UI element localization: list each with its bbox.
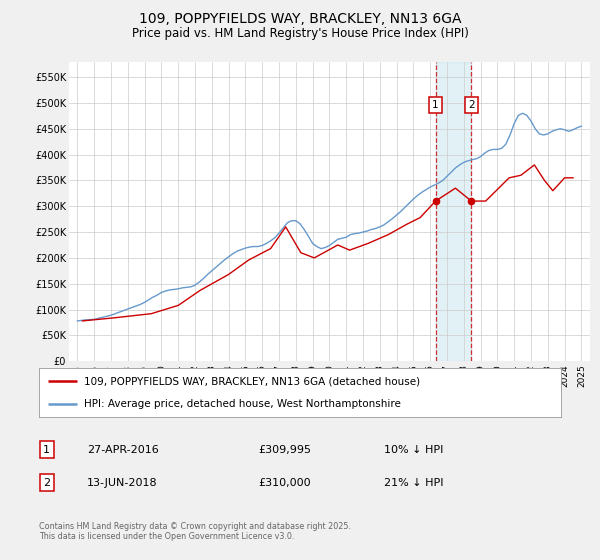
Text: 109, POPPYFIELDS WAY, BRACKLEY, NN13 6GA (detached house): 109, POPPYFIELDS WAY, BRACKLEY, NN13 6GA… <box>85 376 421 386</box>
Text: 2: 2 <box>43 478 50 488</box>
Text: 109, POPPYFIELDS WAY, BRACKLEY, NN13 6GA: 109, POPPYFIELDS WAY, BRACKLEY, NN13 6GA <box>139 12 461 26</box>
Bar <box>436 62 472 361</box>
Text: £309,995: £309,995 <box>258 445 311 455</box>
Text: 1: 1 <box>432 100 439 110</box>
Text: 2: 2 <box>468 100 475 110</box>
Text: 1: 1 <box>43 445 50 455</box>
Text: Contains HM Land Registry data © Crown copyright and database right 2025.
This d: Contains HM Land Registry data © Crown c… <box>39 522 351 542</box>
Text: 21% ↓ HPI: 21% ↓ HPI <box>384 478 443 488</box>
Text: 13-JUN-2018: 13-JUN-2018 <box>87 478 158 488</box>
Text: 10% ↓ HPI: 10% ↓ HPI <box>384 445 443 455</box>
Text: 27-APR-2016: 27-APR-2016 <box>87 445 159 455</box>
Text: Price paid vs. HM Land Registry's House Price Index (HPI): Price paid vs. HM Land Registry's House … <box>131 27 469 40</box>
Text: £310,000: £310,000 <box>258 478 311 488</box>
Text: HPI: Average price, detached house, West Northamptonshire: HPI: Average price, detached house, West… <box>85 399 401 409</box>
